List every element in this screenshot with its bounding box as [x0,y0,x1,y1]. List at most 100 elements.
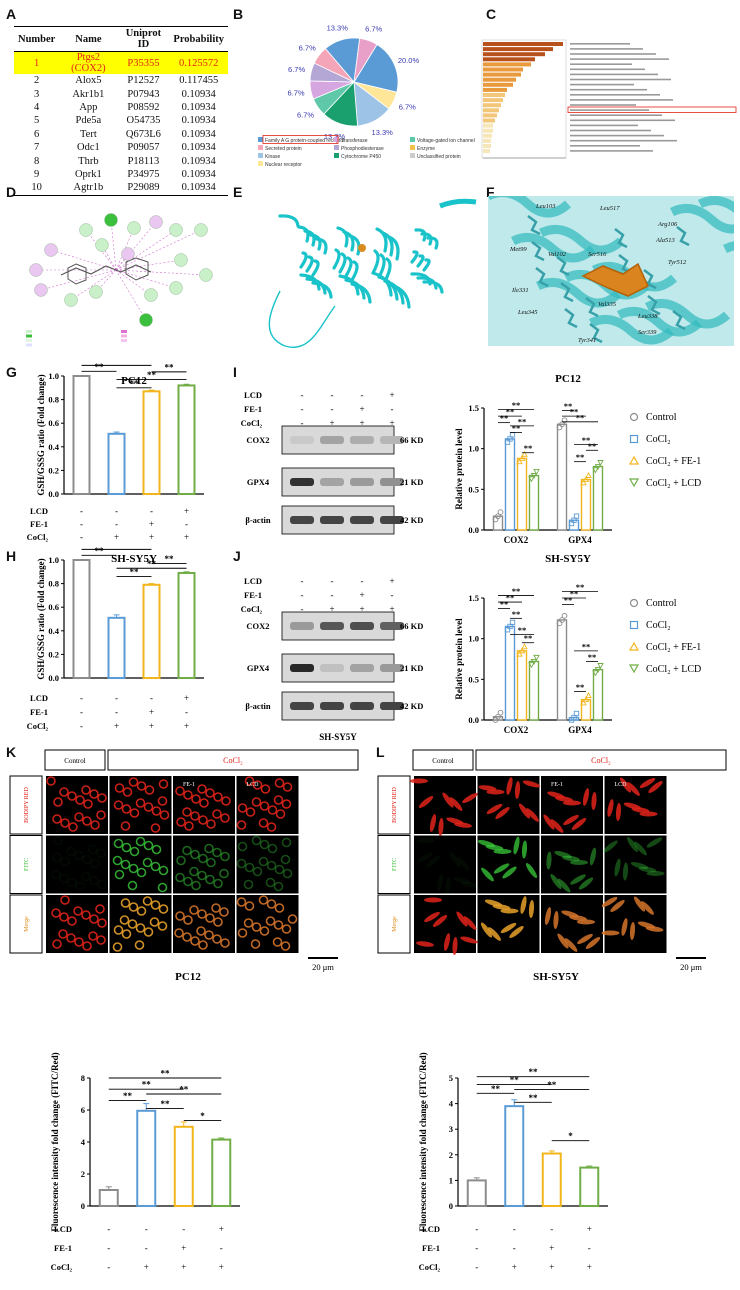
cell [456,911,468,927]
interaction-line [115,269,152,296]
go-term-text [570,114,662,116]
cell [150,861,161,872]
blot-band [380,702,404,710]
micro-tile [173,835,235,894]
residue-label: Leu103 [535,203,556,210]
cell [637,921,656,929]
cell [158,904,169,914]
cell [89,789,99,799]
cell [205,874,215,885]
table-cell: App [79,101,98,113]
cell [553,911,559,929]
cell [418,796,434,808]
helix-segment [338,252,347,274]
treatment-sign: + [329,418,334,428]
treatment-label: FE-1 [422,1243,440,1253]
cell [68,822,78,832]
helix-segment [416,254,425,268]
bar [556,619,568,721]
cell [53,835,63,846]
treatment-sign: + [184,532,189,542]
cell [212,934,222,944]
table-cell: P35355 [117,51,170,74]
treatment-sign: + [359,590,364,600]
treatment-sign: + [389,604,394,614]
table-cell: 5 [34,115,40,127]
micro-tile [477,895,540,953]
cell [417,838,435,843]
cell [59,912,69,922]
cell [46,776,56,786]
cocl2-label: CoCl₂ [223,756,243,765]
cell [191,794,201,804]
treatment-sign: - [301,404,304,414]
micro-tile [414,835,476,894]
y-tick-label: 0.4 [48,442,59,452]
blot-band [350,478,374,486]
cell [546,851,552,870]
treatment-sign: - [115,707,118,717]
significance-mark: ** [123,1091,133,1101]
y-tick-label: 0.5 [468,674,479,684]
treatment-label: FE-1 [54,1243,72,1253]
y-tick-label: 0.0 [468,715,479,725]
legend-label: CoCl₂ [646,434,671,445]
significance-mark: ** [564,595,573,605]
helix-segment [332,248,341,270]
legend-swatch [258,145,263,150]
data-point [516,458,523,465]
docking-pose-f: Leu103 Leu517 Arg106 Ala513 Met99 Val102 Ser51… [488,196,734,346]
treatment-sign: + [587,1262,592,1272]
treatment-label: CoCl₂ [241,604,263,614]
table-row: 1 Ptgs2 (COX2) P35355 0.125572 [14,51,228,74]
significance-mark: ** [576,582,585,592]
table-cell: 6 [34,128,40,140]
y-tick-label: 1.0 [468,634,479,644]
legend-label: Enzyme [417,146,435,152]
cell [136,781,147,791]
band-size-label: 21 KD [400,663,423,673]
cell [197,909,207,919]
blot-band [290,436,314,444]
table-cell: P08592 [127,101,160,113]
treatment-sign: - [80,721,83,731]
cell [212,809,222,819]
residue-node [95,238,109,252]
band-label: COX2 [246,435,269,445]
helix-ribbon [697,196,734,213]
cell [589,847,597,866]
cell-line-label: PC12 [175,971,201,983]
cell [176,855,186,866]
legend-label: Phosphodiesterase [341,146,384,152]
cell [121,804,132,814]
legend-swatch [334,137,339,142]
go-term-text [570,139,677,142]
table-row: 2 Alox5 P12527 0.117455 [14,74,228,87]
helix-segment [416,276,438,290]
go-term-text [570,43,630,45]
cell [51,908,61,918]
data-point [580,699,587,706]
cell [543,814,555,830]
cell [252,780,263,790]
treatment-sign: - [361,576,364,586]
pie-label: 6.7% [287,89,304,98]
go-term-text [570,145,640,147]
cell [557,933,569,949]
cell [144,785,155,795]
cell [151,844,162,855]
residue-node [44,243,58,257]
significance-mark: ** [506,593,515,603]
row-label-box [9,894,43,954]
go-term-text [570,124,638,127]
go-bar [483,62,531,67]
legend-label: Secreted protein [265,146,302,152]
cocl2-label: CoCl₂ [591,756,611,765]
western-blot-pc12: LCD - - - + FE-1 - - + - CoCl₂ - + + + COX2 66 KD GPX4 21 … [241,390,423,535]
cell [97,879,107,890]
protein-chart-shsy5y: SH-SY5Y 0.0 0.5 1.0 1.5 Relative protein leve… [454,553,701,735]
treatment-sign: - [80,693,83,703]
interaction-line [70,269,117,301]
y-tick-label: 0.2 [48,465,59,475]
cell [622,862,629,881]
